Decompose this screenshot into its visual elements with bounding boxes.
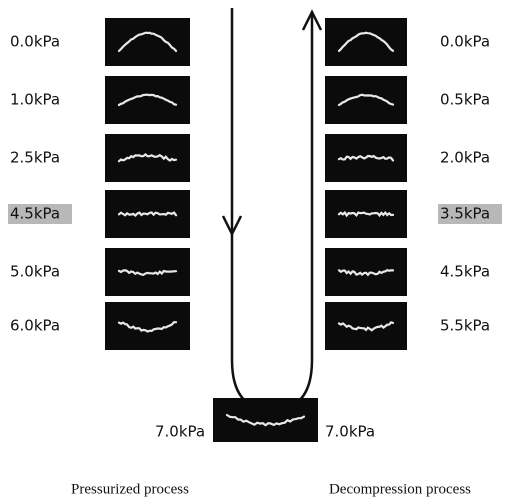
pressure-label: 0.5kPa xyxy=(440,91,490,109)
pressure-label: 0.0kPa xyxy=(10,33,60,51)
image-panel xyxy=(105,302,190,350)
image-panel xyxy=(325,76,407,124)
image-panel xyxy=(105,134,190,182)
image-panel xyxy=(325,302,407,350)
pressure-label: 5.0kPa xyxy=(10,263,60,281)
arrow-path xyxy=(232,8,312,410)
pressure-label: 5.5kPa xyxy=(440,317,490,335)
pressure-label: 2.0kPa xyxy=(440,149,490,167)
bottom-right-label: 7.0kPa xyxy=(325,423,375,441)
image-panel xyxy=(105,76,190,124)
image-panel xyxy=(325,18,407,66)
pressure-label: 0.0kPa xyxy=(440,33,490,51)
pressure-label: 3.5kPa xyxy=(440,205,490,223)
image-panel xyxy=(105,18,190,66)
bottom-left-label: 7.0kPa xyxy=(155,423,205,441)
figure: 7.0kPa 7.0kPa Pressurized process Decomp… xyxy=(0,0,524,502)
pressure-label: 4.5kPa xyxy=(10,205,60,223)
pressure-label: 2.5kPa xyxy=(10,149,60,167)
image-panel xyxy=(213,398,318,442)
pressure-label: 1.0kPa xyxy=(10,91,60,109)
pressure-label: 4.5kPa xyxy=(440,263,490,281)
pressure-label: 6.0kPa xyxy=(10,317,60,335)
caption-right: Decompression process xyxy=(329,481,471,497)
caption-left: Pressurized process xyxy=(71,481,189,497)
u-arrow xyxy=(223,8,321,410)
